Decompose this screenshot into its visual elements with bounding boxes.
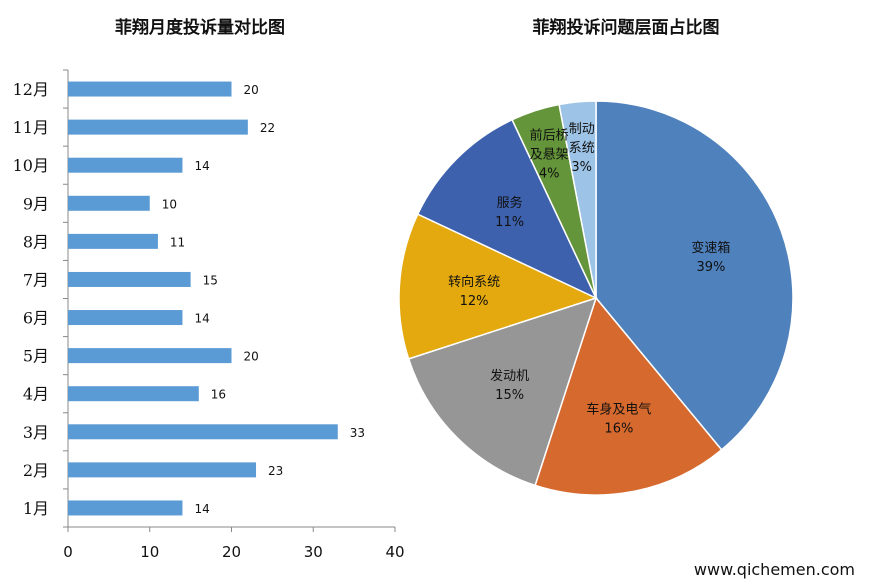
bar [68,271,191,287]
pie-slice-percent: 4% [539,167,560,182]
bar-data-label: 22 [260,121,275,135]
pie-slice-label: 系统 [569,141,595,156]
monthly-complaints-bar-chart: 菲翔月度投诉量对比图 0 10 20 30 40 1月 2月 3月 4月 5月 6月 7月 8月 9月 10… [13,17,405,561]
x-tick-label: 30 [304,543,323,561]
bar [68,119,248,135]
x-tick-label: 20 [222,543,241,561]
pie-slice [534,296,723,496]
bar [68,424,338,440]
bar-data-label: 14 [194,502,209,516]
pie-slice-percent: 39% [696,260,725,275]
pie-slice-label: 车身及电气 [586,401,651,417]
pie-slice-percent: 11% [495,215,524,230]
pie-slice [558,100,597,299]
bar-data-label: 20 [244,83,259,97]
bar-data-label: 23 [268,464,283,478]
category-label: 9月 [23,194,49,213]
pie-slice-label: 发动机 [490,368,529,384]
bar-data-label: 11 [170,235,185,249]
watermark-text: www.qichemen.com [694,560,855,579]
bar [68,81,232,97]
bar-data-label: 14 [194,159,209,173]
bar [68,348,232,364]
bar-data-label: 14 [194,312,209,326]
pie-slice [595,100,794,451]
pie-slice-percent: 12% [460,294,489,309]
pie-slice [398,213,599,360]
category-label: 10月 [13,156,49,175]
bar-data-label: 33 [350,426,365,440]
bar-data-label: 10 [162,197,177,211]
bar [68,233,158,249]
pie-slice-label: 变速箱 [691,240,730,256]
pie-slice-label: 及悬架 [530,148,569,163]
bar-chart-axes: 0 10 20 30 40 1月 2月 3月 4月 5月 6月 7月 8月 9月 10月 11月 12月 [13,69,405,561]
pie-slice-percent: 15% [495,388,524,403]
bar [68,157,183,173]
category-label: 7月 [23,270,49,289]
complaint-category-pie-chart: 菲翔投诉问题层面占比图 变速箱 39% 车身及电气 16% 发动机 15% 转向系统 12% 服… [398,17,794,496]
category-label: 11月 [13,118,49,137]
x-tick-label: 10 [140,543,159,561]
bar [68,195,150,211]
pie-slice-percent: 3% [571,160,592,175]
bar-data-label: 15 [203,273,218,287]
category-label: 5月 [23,347,49,366]
bar-chart-bars: 14 23 33 16 20 14 15 11 10 14 22 20 [68,81,365,516]
pie-slice [407,296,598,487]
category-label: 3月 [23,423,49,442]
pie-slice-label: 前后桥 [530,128,569,144]
category-label: 4月 [23,385,49,404]
bar-chart-title: 菲翔月度投诉量对比图 [115,17,285,38]
pie-slice-label: 转向系统 [448,274,500,290]
pie-slice-label: 服务 [497,195,523,211]
pie-slice [416,118,598,300]
pie-chart-title: 菲翔投诉问题层面占比图 [533,17,720,38]
category-label: 1月 [23,499,49,518]
pie-chart-slices [398,100,794,496]
pie-slice-label: 制动 [569,122,595,137]
pie-slice-percent: 16% [604,421,633,436]
bar-data-label: 16 [211,388,226,402]
bar [68,310,183,326]
category-label: 2月 [23,461,49,480]
category-label: 8月 [23,232,49,251]
bar [68,500,183,516]
bar-data-label: 20 [244,350,259,364]
x-tick-label: 40 [385,543,404,561]
category-label: 12月 [13,80,49,99]
bar [68,386,199,402]
category-label: 6月 [23,309,49,328]
x-tick-label: 0 [63,543,73,561]
bar [68,462,257,478]
